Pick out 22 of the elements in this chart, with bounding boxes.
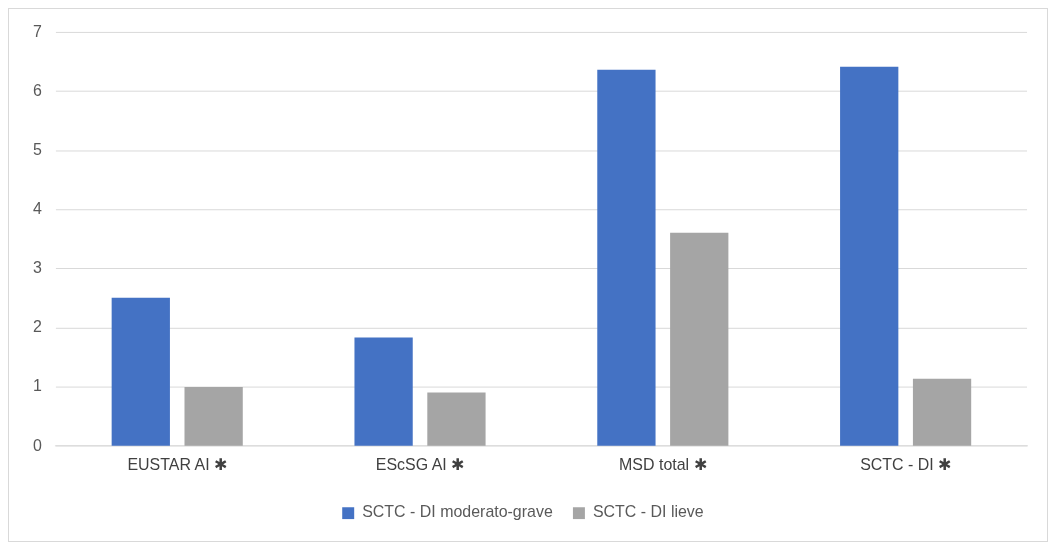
y-tick-label: 2 (32, 318, 42, 336)
bar (840, 66, 899, 446)
bar (354, 337, 413, 446)
bar (184, 387, 243, 446)
y-tick-label: 1 (32, 377, 42, 395)
legend-label: SCTC - DI lieve (592, 503, 704, 521)
y-tick-label: 5 (32, 141, 42, 159)
bar (912, 378, 972, 446)
y-tick-label: 6 (32, 82, 42, 99)
bar (597, 69, 656, 446)
bar (427, 392, 486, 446)
bar (670, 232, 729, 446)
x-tick-label: MSD total ✱ (619, 456, 707, 474)
x-tick-label: EScSG AI ✱ (375, 456, 465, 474)
bar (111, 297, 170, 446)
x-tick-label: EUSTAR AI ✱ (127, 456, 228, 474)
x-tick-label: SCTC - DI ✱ (860, 456, 952, 474)
y-tick-label: 0 (32, 436, 42, 454)
y-tick-label: 4 (32, 200, 42, 218)
y-tick-label: 7 (32, 22, 42, 40)
legend-label: SCTC - DI moderato-grave (362, 503, 553, 521)
y-tick-label: 3 (32, 259, 42, 277)
